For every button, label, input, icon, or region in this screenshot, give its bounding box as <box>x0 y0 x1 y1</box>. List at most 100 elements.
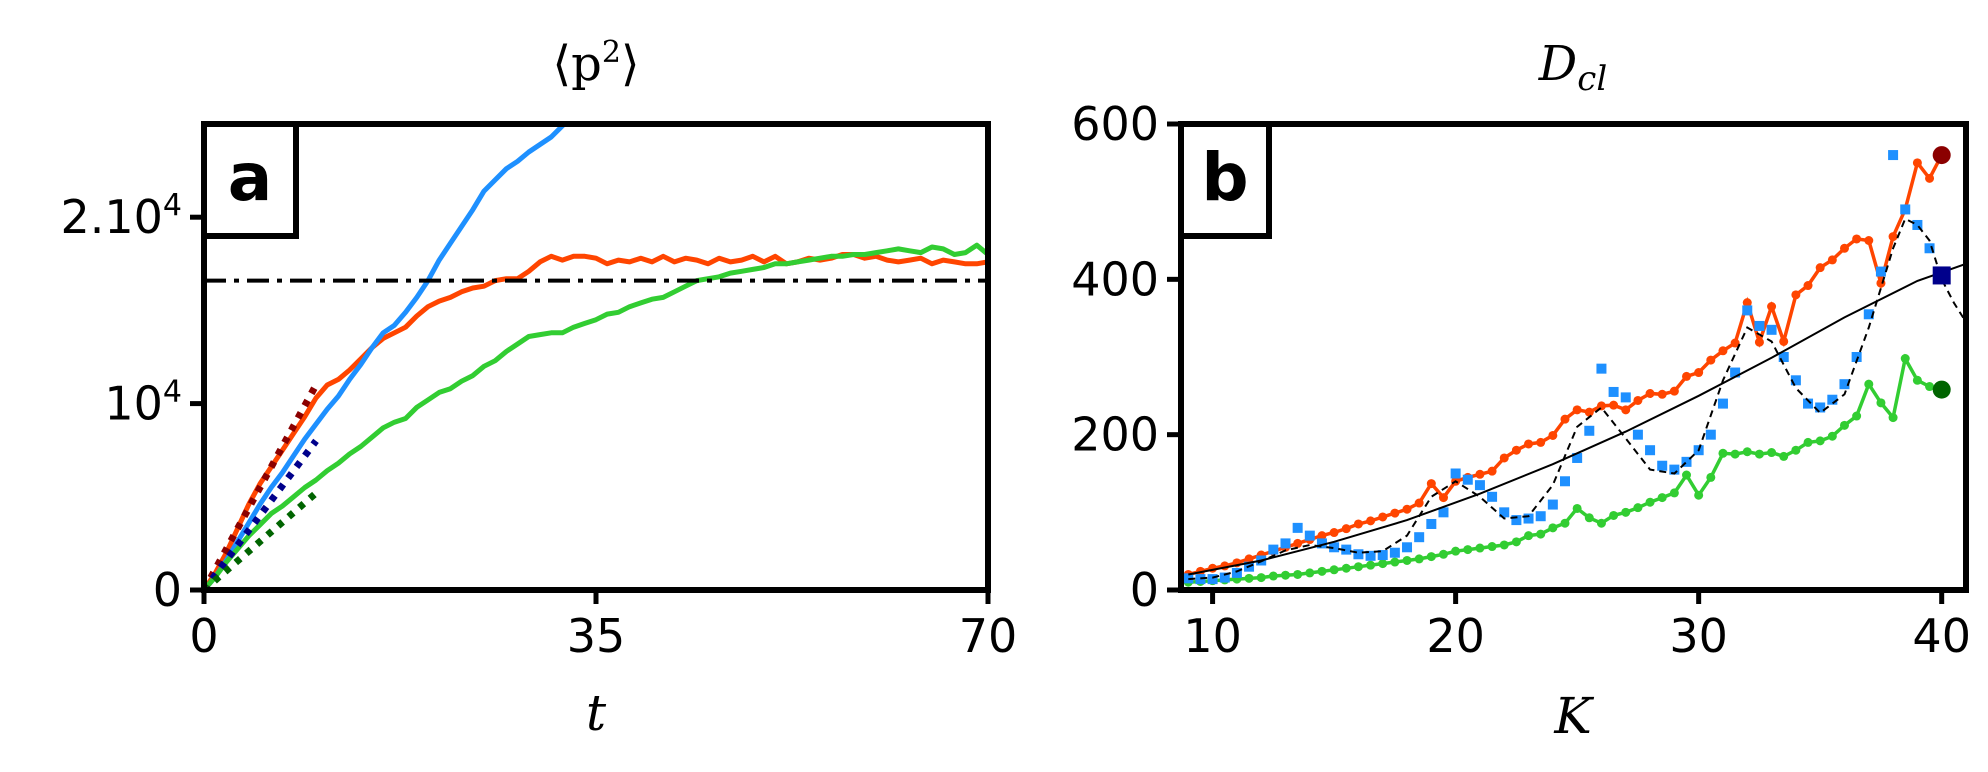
series-b-0-point <box>1475 469 1485 479</box>
series-b-0-point <box>1548 430 1558 440</box>
series-b-2-point <box>1353 549 1364 560</box>
panel-b-label: b <box>1201 139 1248 216</box>
series-b-2-point <box>1316 538 1327 549</box>
series-b-1-point <box>1925 382 1935 392</box>
series-b-0-point <box>1317 531 1327 541</box>
series-b-2-point <box>1754 320 1765 331</box>
series-b-6-marker <box>1932 266 1951 285</box>
series-b-0-point <box>1378 512 1388 522</box>
series-b-2-point <box>1280 538 1291 549</box>
series-b-0-point <box>1341 524 1351 534</box>
panel-a: ⟨p2⟩ 0 35 70 0 104 2.104 a t <box>60 35 1017 742</box>
series-a-2-line <box>204 242 988 590</box>
series-b-4-fit-line <box>1188 262 1966 576</box>
series-b-2-point <box>1645 445 1656 456</box>
series-b-2-point <box>1450 468 1461 479</box>
series-b-0-point <box>1827 255 1837 265</box>
series-b-0-point <box>1402 504 1412 514</box>
series-b-0-point <box>1511 445 1521 455</box>
series-b-1-point <box>1852 411 1862 421</box>
series-b-1-point <box>1463 545 1473 555</box>
series-b-0-point <box>1499 453 1509 463</box>
series-b-2-point <box>1790 375 1801 386</box>
series-b-1-point <box>1682 470 1692 480</box>
series-b-2-point <box>1888 150 1899 161</box>
series-b-2-point <box>1742 305 1753 316</box>
series-b-2-point <box>1657 460 1668 471</box>
series-b-0-point <box>1767 302 1777 312</box>
x-tick-label: 0 <box>189 609 218 663</box>
series-b-0-point <box>1657 389 1667 399</box>
series-b-1-point <box>1803 437 1813 447</box>
series-b-1-point <box>1718 448 1728 458</box>
panel-b-frame <box>1178 121 1969 593</box>
series-b-1-point <box>1645 497 1655 507</box>
series-b-2-point <box>1231 567 1242 578</box>
series-b-1-point <box>1366 560 1376 570</box>
series-b-1-point <box>1900 354 1910 364</box>
series-b-0-point <box>1742 298 1752 308</box>
panel-b-xlabel: K <box>1553 687 1594 745</box>
series-b-3-dashed-line <box>1188 217 1966 581</box>
series-b-2-point <box>1402 542 1413 553</box>
x-tick-label: 35 <box>567 609 626 663</box>
panel-a-label: a <box>228 139 273 216</box>
series-b-0-point <box>1329 528 1339 538</box>
series-b-0-point <box>1487 466 1497 476</box>
series-b-1-point <box>1839 420 1849 430</box>
series-b-0-point <box>1438 493 1448 503</box>
series-b-1-point <box>1584 513 1594 523</box>
series-b-1-point <box>1390 557 1400 567</box>
series-b-2-point <box>1292 522 1303 533</box>
series-b-2-point <box>1219 572 1230 583</box>
series-b-1-point <box>1621 507 1631 517</box>
series-b-1-point <box>1438 549 1448 559</box>
series-b-1-point <box>1244 573 1254 583</box>
series-b-2-point <box>1900 204 1911 215</box>
series-b-7-marker <box>1932 380 1951 399</box>
series-b-2-point <box>1863 309 1874 320</box>
series-b-1-point <box>1256 573 1266 583</box>
y-tick-label: 2.104 <box>60 188 182 244</box>
series-b-2-point <box>1414 532 1425 543</box>
series-b-2-point <box>1329 542 1340 553</box>
series-b-1-point <box>1657 493 1667 503</box>
series-b-0-point <box>1888 232 1898 242</box>
series-b-0-point <box>1669 386 1679 396</box>
series-b-2-point <box>1559 476 1570 487</box>
series-b-0-point <box>1524 439 1534 449</box>
series-b-0-point <box>1414 498 1424 508</box>
series-b-1-point <box>1524 531 1534 541</box>
series-b-1-point <box>1596 518 1606 528</box>
series-b-2-point <box>1778 352 1789 362</box>
series-b-0-point <box>1572 405 1582 415</box>
series-b-1-point <box>1706 472 1716 482</box>
series-b-1-point <box>1669 488 1679 498</box>
series-b-2-point <box>1803 398 1814 409</box>
series-b-0-point <box>1852 234 1862 244</box>
series-b-2-point <box>1766 324 1777 335</box>
series-b-0-point <box>1694 368 1704 378</box>
series-b-2-point <box>1547 499 1558 510</box>
series-b-2-point <box>1572 452 1583 463</box>
series-b-2-point <box>1523 513 1534 524</box>
series-b-2-point <box>1717 398 1728 409</box>
series-b-0-point <box>1560 414 1570 424</box>
series-b-0-line <box>1187 154 1944 577</box>
series-b-0-point <box>1536 437 1546 447</box>
x-tick-label: 70 <box>959 609 1018 663</box>
series-b-0-point <box>1839 243 1849 253</box>
series-b-1-line <box>1188 353 1943 584</box>
y-tick-label: 400 <box>1071 252 1159 306</box>
series-b-0-point <box>1718 346 1728 356</box>
series-b-0-point <box>1682 371 1692 381</box>
series-b-2-point <box>1268 544 1279 555</box>
series-b-1-point <box>1511 537 1521 547</box>
series-b-1-point <box>1791 445 1801 455</box>
series-b-2-point <box>1815 402 1826 413</box>
series-b-0-point <box>1925 173 1935 183</box>
series-b-2-point <box>1912 219 1923 230</box>
series-b-1-point <box>1414 554 1424 564</box>
series-b-1-point <box>1426 552 1436 562</box>
